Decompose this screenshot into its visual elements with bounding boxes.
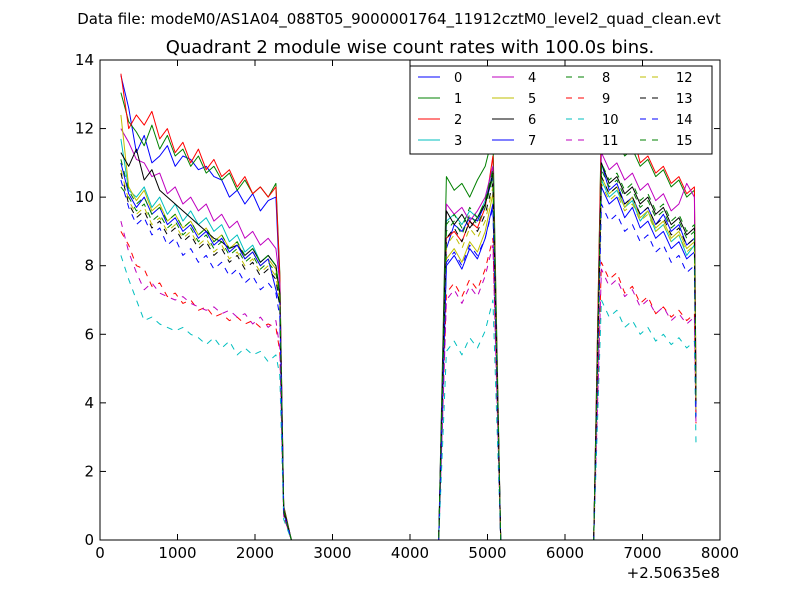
legend-label-4: 4: [528, 71, 536, 86]
x-tick-label: 2000: [236, 544, 274, 562]
y-tick-label: 4: [84, 394, 94, 412]
series-line-0: [120, 75, 697, 540]
y-tick-label: 12: [75, 120, 94, 138]
series-line-3: [120, 138, 697, 540]
legend-label-0: 0: [454, 71, 462, 86]
legend-label-10: 10: [602, 113, 619, 128]
x-axis: 0 1000 2000 3000 4000 5000 6000 7000 8000: [95, 60, 739, 562]
series-line-5: [120, 114, 697, 540]
series-line-14: [120, 179, 697, 540]
figure-suptitle: Data file: modeM0/AS1A04_088T05_90000017…: [77, 10, 721, 29]
series-line-12: [120, 169, 697, 540]
legend-label-14: 14: [676, 113, 693, 128]
legend-label-11: 11: [602, 134, 619, 149]
legend-label-15: 15: [676, 134, 693, 149]
series-line-8: [120, 169, 697, 540]
series-line-11: [120, 220, 697, 540]
legend-label-8: 8: [602, 71, 610, 86]
x-axis-offset-label: +2.50635e8: [627, 564, 720, 582]
series-line-13: [120, 172, 697, 540]
x-tick-label: 4000: [391, 544, 429, 562]
legend-label-2: 2: [454, 113, 462, 128]
y-tick-label: 10: [75, 188, 94, 206]
legend-label-5: 5: [528, 92, 536, 107]
legend-label-3: 3: [454, 134, 462, 149]
x-tick-label: 1000: [158, 544, 196, 562]
legend-label-9: 9: [602, 92, 610, 107]
x-tick-label: 6000: [546, 544, 584, 562]
series-line-10: [120, 255, 697, 540]
x-tick-label: 3000: [313, 544, 351, 562]
legend-label-7: 7: [528, 134, 536, 149]
series-line-15: [120, 159, 697, 540]
y-tick-label: 8: [84, 257, 94, 275]
series-line-7: [120, 162, 697, 540]
x-tick-label: 7000: [623, 544, 661, 562]
series-line-6: [120, 148, 697, 540]
y-tick-label: 6: [84, 325, 94, 343]
y-tick-label: 0: [84, 531, 94, 549]
series-line-9: [120, 231, 697, 540]
chart-title: Quadrant 2 module wise count rates with …: [166, 37, 655, 58]
legend-label-1: 1: [454, 92, 462, 107]
x-tick-label: 5000: [468, 544, 506, 562]
series-line-1: [120, 92, 697, 540]
legend-label-12: 12: [676, 71, 693, 86]
y-tick-label: 2: [84, 462, 94, 480]
legend-box: [409, 65, 713, 155]
y-tick-label: 14: [75, 51, 94, 69]
x-tick-label: 0: [95, 544, 105, 562]
series-line-4: [120, 128, 697, 540]
x-tick-label: 8000: [701, 544, 739, 562]
legend-label-13: 13: [676, 92, 693, 107]
legend-label-6: 6: [528, 113, 536, 128]
